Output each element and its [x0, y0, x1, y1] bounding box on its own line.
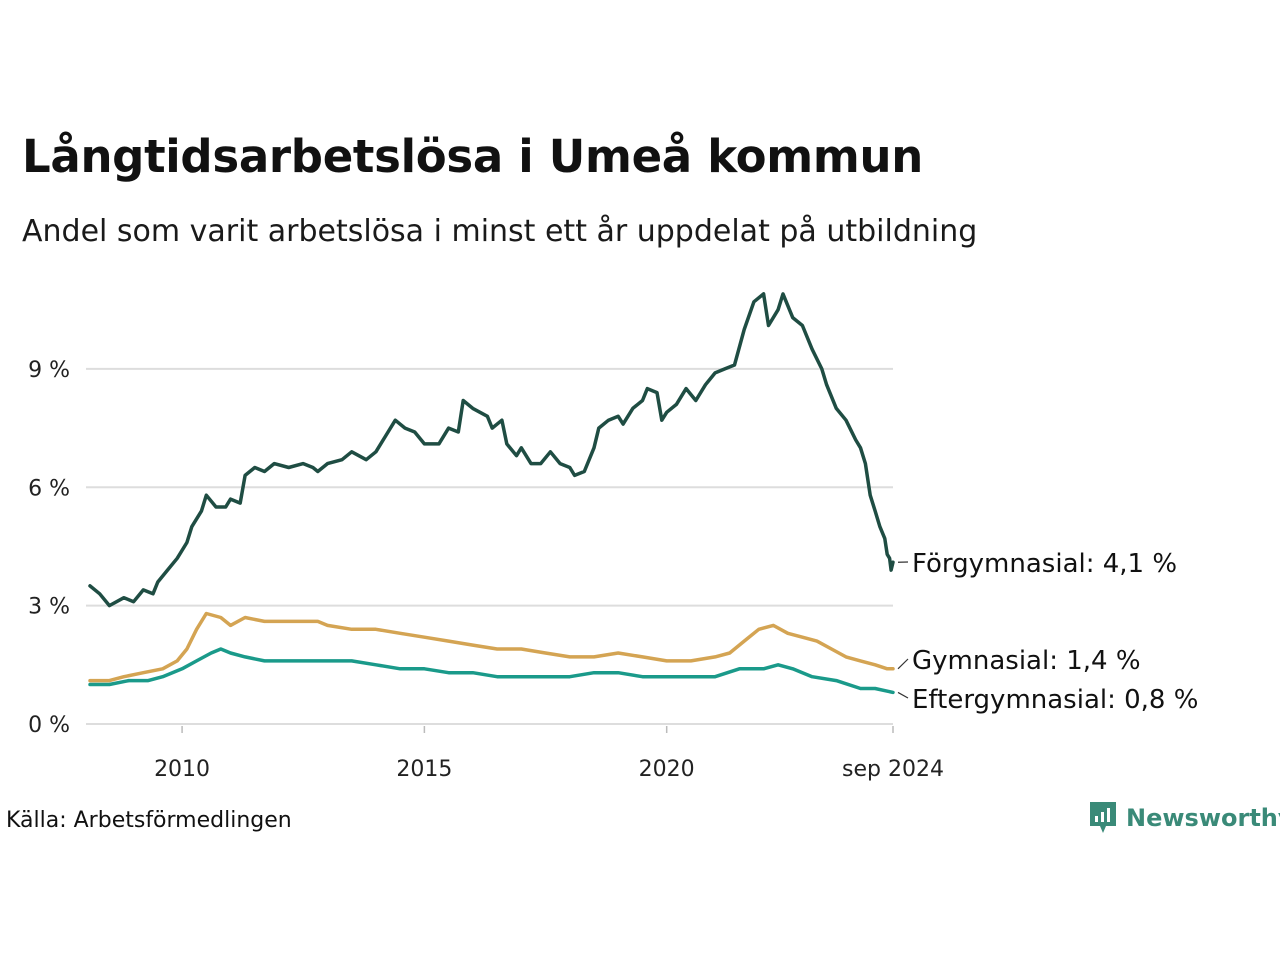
x-tick-label: 2015: [396, 757, 452, 782]
series-end-label: Gymnasial: 1,4 %: [912, 646, 1141, 676]
y-tick-label: 9 %: [28, 358, 70, 383]
y-tick-label: 0 %: [28, 713, 70, 738]
y-axis-ticks: 0 % 3 % 6 % 9 %: [28, 358, 70, 738]
series-line-eftergymnasial: [88, 647, 895, 695]
x-tick-label: sep 2024: [842, 757, 944, 782]
y-tick-label: 3 %: [28, 595, 70, 620]
brand-name: Newsworthy: [1126, 804, 1280, 832]
newsworthy-logo-icon: [1090, 802, 1116, 833]
x-axis-ticks: 2010 2015 2020 sep 2024: [154, 726, 944, 782]
series-line-frgymnasial: [88, 292, 895, 608]
chart-title: Långtidsarbetslösa i Umeå kommun: [22, 130, 923, 183]
chart-subtitle: Andel som varit arbetslösa i minst ett å…: [22, 214, 978, 249]
brand-logo: Newsworthy: [1088, 800, 1280, 836]
grid-lines: [86, 367, 893, 725]
y-tick-label: 6 %: [28, 476, 70, 501]
x-tick-label: 2010: [154, 757, 210, 782]
series-line-gymnasial: [88, 611, 895, 683]
series-end-label: Förgymnasial: 4,1 %: [912, 549, 1177, 579]
series-end-label: Eftergymnasial: 0,8 %: [912, 685, 1198, 715]
series-end-labels: Förgymnasial: 4,1 % Gymnasial: 1,4 % Efter…: [897, 549, 1198, 715]
series-lines: [88, 292, 895, 695]
x-tick-label: 2020: [639, 757, 695, 782]
end-label-leader: [897, 658, 909, 670]
end-label-leader: [897, 691, 909, 699]
source-note: Källa: Arbetsförmedlingen: [6, 808, 292, 833]
